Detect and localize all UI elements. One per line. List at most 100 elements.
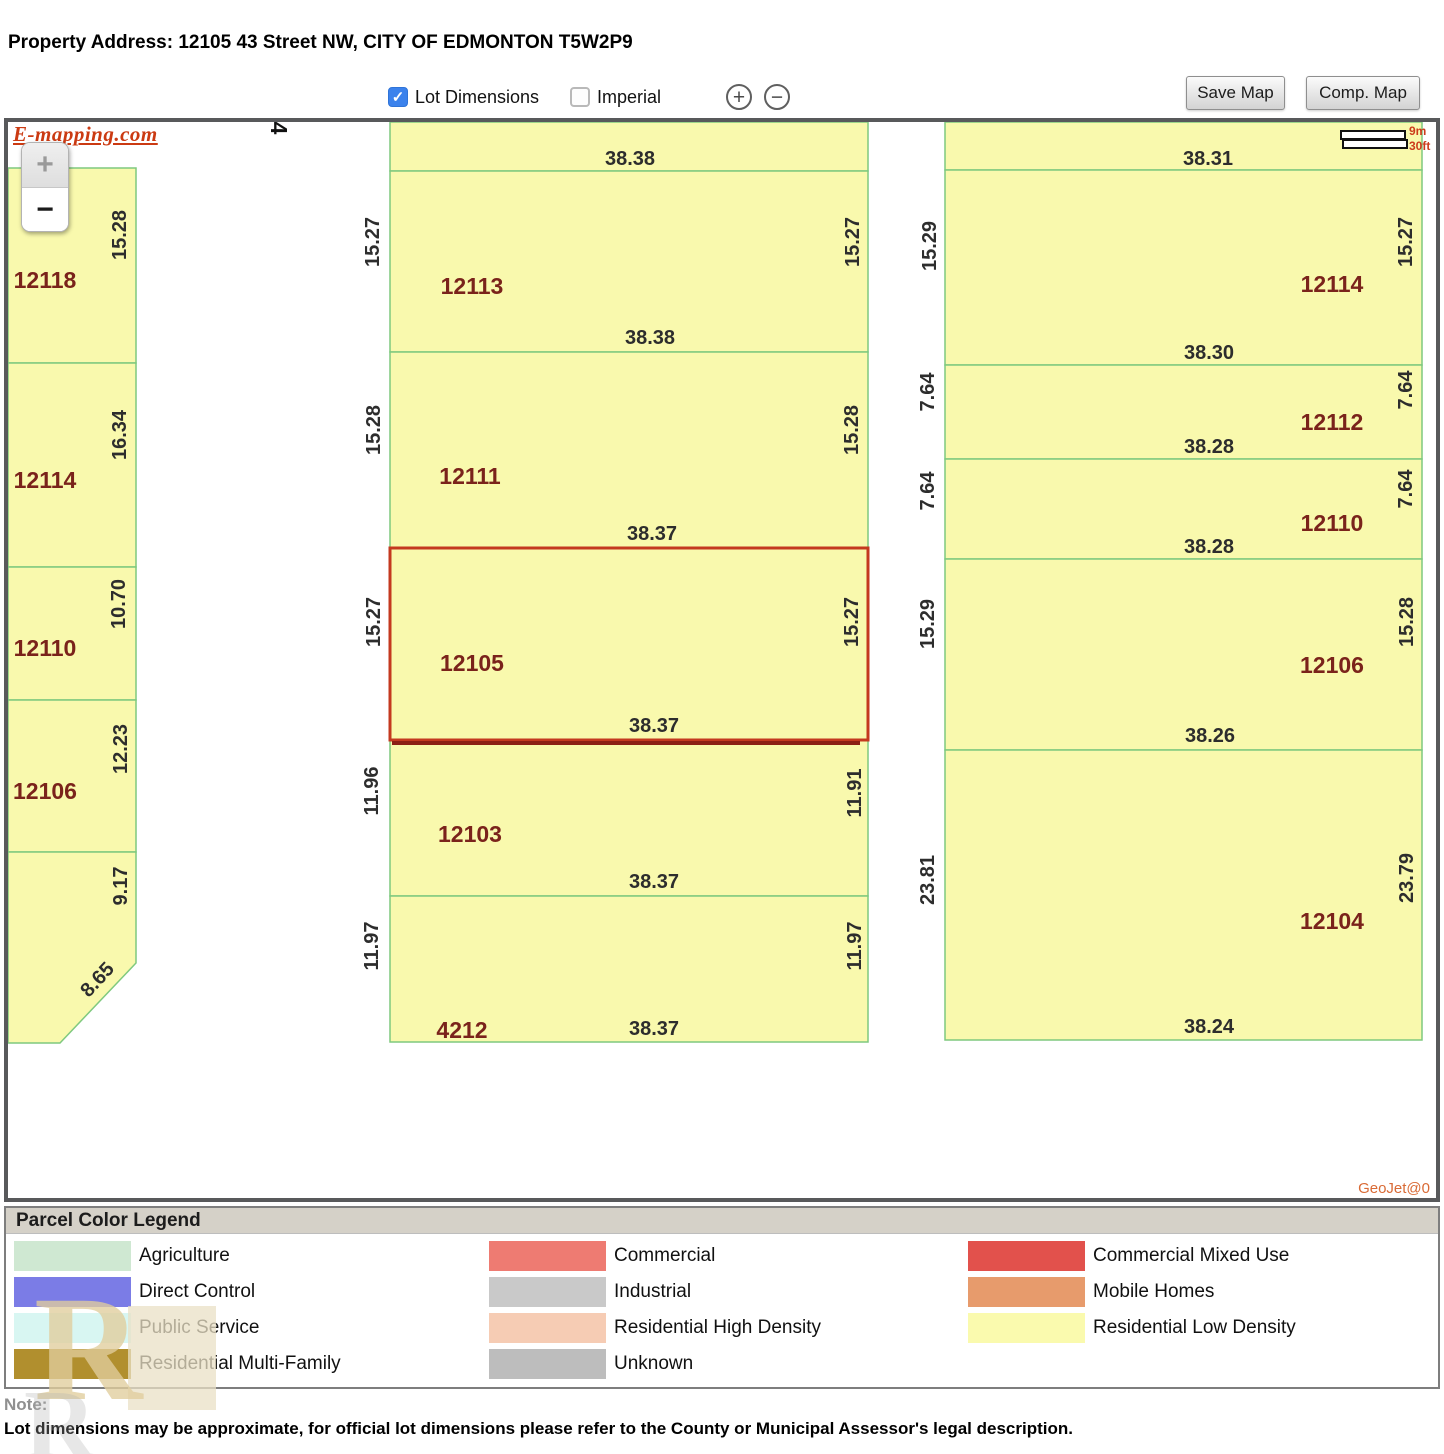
zoom-out-circle-button[interactable]: − bbox=[764, 84, 790, 110]
parcel-dimension-7.64: 7.64 bbox=[1395, 469, 1417, 509]
legend-item: Mobile Homes bbox=[968, 1274, 1296, 1310]
parcel-12113[interactable] bbox=[389, 170, 869, 353]
legend-item: Industrial bbox=[489, 1274, 821, 1310]
parcel-dimension-9.17: 9.17 bbox=[110, 867, 132, 906]
legend-swatch bbox=[489, 1313, 606, 1343]
legend-column-2: Commercial Industrial Residential High Den… bbox=[489, 1238, 821, 1382]
parcel-dimension-38.37: 38.37 bbox=[629, 1018, 679, 1040]
comp-map-button[interactable]: Comp. Map bbox=[1306, 76, 1420, 110]
checkmark-icon: ✓ bbox=[391, 89, 405, 106]
legend-label: Residential Low Density bbox=[1093, 1317, 1296, 1338]
parcel-12114-e[interactable] bbox=[944, 169, 1423, 366]
parcel-12111[interactable] bbox=[389, 351, 869, 549]
parcel-dimension-15.28: 15.28 bbox=[363, 405, 385, 455]
parcel-number-12105: 12105 bbox=[440, 650, 504, 676]
legend-label: Public Service bbox=[139, 1317, 260, 1338]
parcel-12104[interactable] bbox=[944, 749, 1423, 1041]
parcel-number-12110: 12110 bbox=[14, 635, 77, 661]
parcel-number-12111: 12111 bbox=[439, 463, 501, 489]
legend-label: Direct Control bbox=[139, 1281, 256, 1302]
scale-bar-imperial bbox=[1342, 139, 1408, 149]
parcel-color-legend: Parcel Color Legend Agriculture Direct Co… bbox=[4, 1206, 1440, 1389]
map-zoom-out-button[interactable]: − bbox=[22, 188, 68, 231]
parcel-dimension-15.27: 15.27 bbox=[363, 597, 385, 647]
parcel-dimension-15.29: 15.29 bbox=[919, 221, 941, 271]
parcel-dimension-12.23: 12.23 bbox=[110, 724, 132, 774]
legend-label: Commercial bbox=[614, 1245, 716, 1266]
parcel-number-12112: 12112 bbox=[1301, 409, 1364, 435]
street-number-label: 4 bbox=[266, 122, 292, 135]
note-text: Lot dimensions may be approximate, for o… bbox=[4, 1419, 1073, 1438]
page-title: Property Address: 12105 43 Street NW, CI… bbox=[8, 32, 633, 53]
legend-item: Residential Low Density bbox=[968, 1310, 1296, 1346]
parcel-number-12114: 12114 bbox=[14, 467, 77, 493]
legend-label: Agriculture bbox=[139, 1245, 230, 1266]
legend-swatch bbox=[14, 1349, 131, 1379]
legend-swatch bbox=[14, 1277, 131, 1307]
legend-label: Residential Multi-Family bbox=[139, 1353, 341, 1374]
parcel-dimension-7.64: 7.64 bbox=[917, 372, 939, 412]
legend-item: Commercial Mixed Use bbox=[968, 1238, 1296, 1274]
parcel-dimension-7.64: 7.64 bbox=[1395, 370, 1417, 410]
note-label: Note: bbox=[4, 1395, 48, 1414]
minus-icon: − bbox=[770, 85, 784, 109]
parcel-dimension-10.70: 10.70 bbox=[108, 579, 130, 629]
parcel-dimension-38.37: 38.37 bbox=[629, 715, 679, 737]
legend-swatch bbox=[968, 1277, 1085, 1307]
parcel-dimension-38.28: 38.28 bbox=[1184, 536, 1234, 558]
legend-label: Commercial Mixed Use bbox=[1093, 1245, 1290, 1266]
parcel-dimension-11.96: 11.96 bbox=[361, 767, 383, 816]
parcel-dimension-7.64: 7.64 bbox=[917, 471, 939, 511]
scale-label-metric: 9m bbox=[1409, 124, 1427, 138]
save-map-button[interactable]: Save Map bbox=[1186, 76, 1285, 110]
map-zoom-control: + − bbox=[21, 142, 69, 232]
parcel-number-12106: 12106 bbox=[1300, 652, 1364, 678]
parcel-12106-w[interactable] bbox=[8, 699, 137, 853]
parcel-dimension-38.28: 38.28 bbox=[1184, 436, 1234, 458]
legend-swatch bbox=[968, 1241, 1085, 1271]
parcel-dimension-15.27: 15.27 bbox=[841, 597, 863, 647]
parcel-dimension-15.28: 15.28 bbox=[841, 405, 863, 455]
lot-dimensions-label: Lot Dimensions bbox=[415, 87, 540, 107]
parcel-dimension-11.97: 11.97 bbox=[844, 922, 866, 971]
legend-column-3: Commercial Mixed Use Mobile Homes Resident… bbox=[968, 1238, 1296, 1346]
parcel-4212[interactable] bbox=[389, 895, 869, 1043]
parcel-dimension-23.79: 23.79 bbox=[1396, 853, 1418, 903]
map-zoom-in-button[interactable]: + bbox=[22, 143, 68, 188]
parcel-dimension-38.24: 38.24 bbox=[1184, 1016, 1235, 1038]
parcel-lot-sw[interactable] bbox=[8, 851, 137, 1044]
legend-swatch bbox=[489, 1349, 606, 1379]
legend-label: Mobile Homes bbox=[1093, 1281, 1215, 1302]
legend-swatch bbox=[14, 1241, 131, 1271]
parcel-dimension-38.38: 38.38 bbox=[625, 327, 675, 349]
parcel-dimension-38.37: 38.37 bbox=[629, 871, 679, 893]
legend-swatch bbox=[489, 1277, 606, 1307]
parcel-dimension-11.91: 11.91 bbox=[844, 769, 866, 818]
parcel-dimension-23.81: 23.81 bbox=[917, 855, 939, 905]
parcel-map-svg: 12118 15.28 12114 16.34 12110 10.70 12106 12.23… bbox=[8, 122, 1423, 1044]
watermark-logo-faint: R bbox=[24, 1369, 97, 1454]
legend-title: Parcel Color Legend bbox=[6, 1208, 1438, 1234]
parcel-12105[interactable] bbox=[388, 546, 870, 742]
parcel-dimension-38.26: 38.26 bbox=[1185, 725, 1235, 747]
parcel-map[interactable]: 12118 15.28 12114 16.34 12110 10.70 12106 12.23… bbox=[4, 118, 1440, 1202]
imperial-label: Imperial bbox=[597, 87, 662, 107]
parcel-dimension-16.34: 16.34 bbox=[109, 409, 131, 460]
zoom-in-circle-button[interactable]: + bbox=[726, 84, 752, 110]
parcel-dimension-15.29: 15.29 bbox=[917, 599, 939, 649]
legend-item: Commercial bbox=[489, 1238, 821, 1274]
lot-dimensions-checkbox[interactable]: ✓ bbox=[388, 87, 408, 107]
legend-item: Direct Control bbox=[14, 1274, 341, 1310]
imperial-checkbox[interactable] bbox=[570, 87, 590, 107]
parcel-dimension-15.27: 15.27 bbox=[362, 217, 384, 267]
legend-column-1: Agriculture Direct Control Public Service R… bbox=[14, 1238, 341, 1382]
parcel-number-12106: 12106 bbox=[13, 778, 77, 804]
plus-icon: + bbox=[732, 85, 746, 109]
parcel-number-12110: 12110 bbox=[1301, 510, 1364, 536]
parcel-12114-w[interactable] bbox=[8, 362, 137, 568]
legend-swatch bbox=[489, 1241, 606, 1271]
legend-swatch bbox=[14, 1313, 131, 1343]
parcel-number-12113: 12113 bbox=[441, 273, 504, 299]
legend-label: Residential High Density bbox=[614, 1317, 821, 1338]
